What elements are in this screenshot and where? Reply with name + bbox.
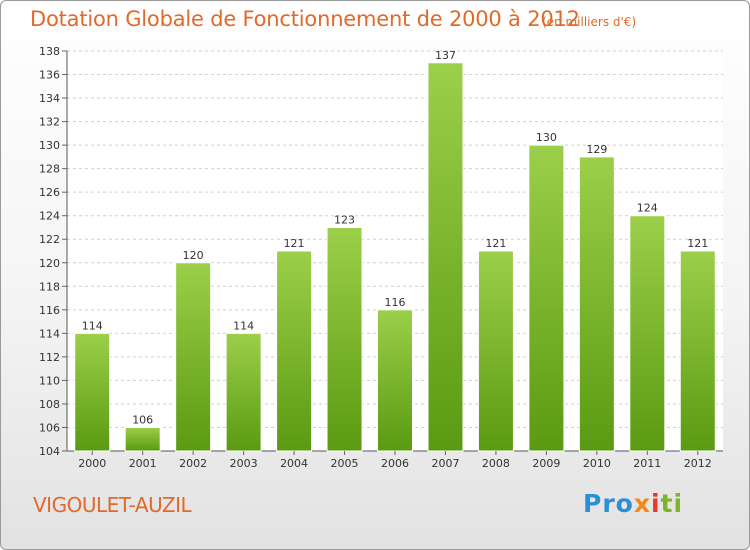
y-tick-label: 130 [39,139,60,152]
bar [578,156,615,452]
y-tick-label: 124 [39,210,60,223]
x-tick-label: 2012 [684,457,712,470]
bar [679,250,716,452]
x-tick-label: 2001 [129,457,157,470]
commune-name: VIGOULET-AUZIL [33,493,192,517]
y-tick-label: 132 [39,116,60,129]
data-label: 120 [183,249,204,262]
y-tick-label: 138 [39,45,60,58]
bar [276,250,313,452]
bar [377,309,413,452]
x-tick-label: 2009 [532,457,560,470]
proxiti-logo[interactable]: Proxiti [583,489,683,518]
data-label: 106 [132,413,153,426]
data-label: 116 [385,296,406,309]
data-label: 130 [536,131,557,144]
data-label: 121 [485,237,506,250]
x-tick-label: 2006 [381,457,409,470]
data-label: 123 [334,213,355,226]
y-tick-label: 104 [39,445,60,458]
y-tick-label: 116 [39,304,60,317]
x-tick-label: 2010 [583,457,611,470]
logo-part-4: ti [660,489,684,518]
bar [225,332,262,452]
y-tick-label: 122 [39,233,60,246]
bar [427,62,464,452]
y-tick-label: 120 [39,257,60,270]
x-tick-label: 2002 [179,457,207,470]
chart-title: Dotation Globale de Fonctionnement de 20… [30,7,580,31]
data-label: 124 [637,202,658,215]
x-tick-label: 2008 [482,457,510,470]
data-label: 129 [586,143,607,156]
logo-part-2: x [633,489,651,518]
x-tick-label: 2000 [78,457,106,470]
y-tick-label: 106 [39,421,60,434]
x-tick-label: 2003 [230,457,258,470]
y-tick-label: 118 [39,280,60,293]
logo-part-1: Pro [583,489,634,518]
data-label: 121 [687,237,708,250]
y-tick-label: 108 [39,398,60,411]
bar [326,226,363,452]
bar [175,262,212,452]
y-tick-label: 114 [39,327,60,340]
data-label: 137 [435,49,456,62]
bar [477,250,514,452]
y-tick-label: 136 [39,69,60,82]
y-tick-label: 112 [39,351,60,364]
bar [629,215,666,452]
y-tick-label: 128 [39,163,60,176]
data-label: 114 [233,319,254,332]
y-tick-label: 134 [39,92,60,105]
data-label: 121 [284,237,305,250]
data-label: 114 [82,319,103,332]
x-tick-label: 2004 [280,457,308,470]
y-tick-label: 110 [39,374,60,387]
x-tick-label: 2005 [331,457,359,470]
x-tick-label: 2007 [431,457,459,470]
bar [124,426,161,452]
logo-part-3: i [650,489,661,518]
y-tick-label: 126 [39,186,60,199]
x-tick-label: 2011 [633,457,661,470]
bar [74,332,111,452]
chart-subtitle: (en milliers d'€) [542,15,637,29]
bar [528,144,565,452]
